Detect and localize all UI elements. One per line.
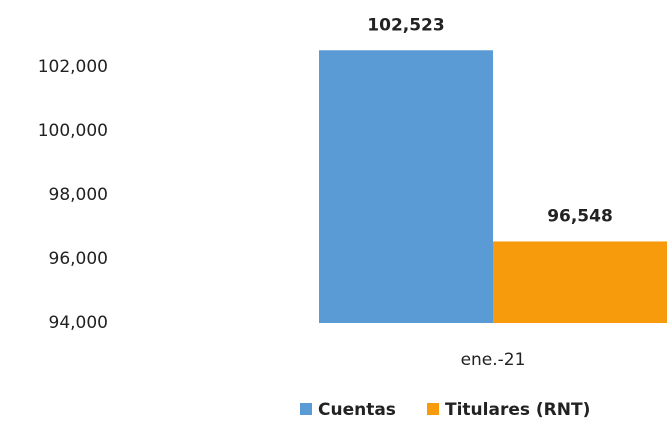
x-tick-label: ene.-21	[461, 350, 526, 370]
legend-label: Cuentas	[318, 400, 396, 420]
y-tick-label: 96,000	[49, 249, 108, 269]
y-tick-label: 102,000	[38, 57, 108, 77]
bar	[319, 50, 493, 323]
bar	[493, 241, 667, 323]
legend-swatch	[300, 403, 312, 415]
y-tick-label: 98,000	[49, 185, 108, 205]
y-tick-label: 94,000	[49, 313, 108, 333]
legend-swatch	[427, 403, 439, 415]
data-label: 102,523	[367, 15, 444, 35]
legend-label: Titulares (RNT)	[445, 400, 590, 420]
data-label: 96,548	[547, 206, 613, 226]
y-tick-label: 100,000	[38, 121, 108, 141]
